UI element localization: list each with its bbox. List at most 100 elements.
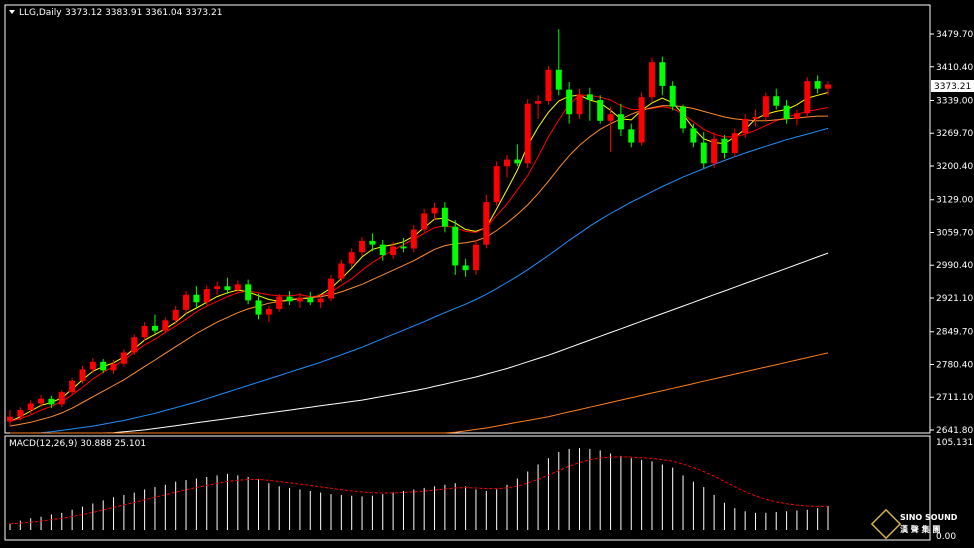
price-tick-label: 3269.70 (936, 129, 973, 139)
candle (431, 203, 438, 221)
price-tick-label: 3129.00 (936, 196, 973, 206)
macd-legend: MACD(12,26,9) 30.888 25.101 (9, 439, 146, 449)
candle-body (617, 114, 624, 130)
candle (255, 293, 262, 320)
candle-body (348, 252, 355, 264)
candle (773, 88, 780, 110)
candle (7, 410, 13, 427)
brand-watermark: SINO SOUND 漢 聲 集 團 (870, 508, 958, 540)
candle (79, 365, 86, 384)
candle-body (359, 240, 366, 253)
candle (296, 292, 303, 308)
ma10-line (9, 94, 829, 422)
candle (576, 88, 583, 119)
candle-body (141, 325, 148, 338)
candle (38, 394, 45, 408)
candle-body (680, 106, 687, 129)
candle-body (628, 129, 635, 143)
candle (400, 238, 407, 253)
moving-average-lines (9, 92, 829, 434)
candle-body (58, 392, 65, 405)
collapse-triangle-icon[interactable] (9, 10, 15, 14)
candle (224, 277, 231, 294)
price-tick-label: 2921.10 (936, 294, 973, 304)
candle-body (110, 363, 117, 371)
price-tick-label: 3059.70 (936, 228, 973, 238)
candle (628, 123, 635, 148)
candle (793, 109, 800, 126)
candle (825, 81, 831, 96)
candle-body (338, 263, 345, 279)
candle-body (659, 62, 666, 86)
candle (700, 132, 707, 169)
candle-body (89, 361, 96, 370)
candle-body (7, 416, 13, 422)
candle (680, 104, 687, 134)
candle (265, 306, 272, 323)
price-tick-label: 2849.70 (936, 328, 973, 338)
candle-body (390, 246, 397, 256)
candle-body (493, 166, 500, 203)
candle (151, 314, 158, 334)
candle-body (379, 244, 386, 256)
macd-bottom-tick: 0.00 (936, 532, 956, 542)
candle-body (669, 85, 676, 107)
candle-body (400, 246, 407, 249)
candle-body (203, 289, 210, 303)
candle (48, 395, 55, 409)
candle-body (17, 410, 24, 417)
candle-body (638, 97, 645, 143)
candle (286, 290, 293, 306)
candle (690, 123, 697, 148)
last-price-marker: 3373.21 (931, 80, 974, 92)
price-tick-label: 2711.10 (936, 393, 973, 403)
candle-body (762, 96, 769, 118)
candle-body (535, 100, 542, 104)
candle-body (327, 278, 334, 299)
candle (193, 286, 200, 308)
ma250-line (10, 352, 829, 434)
candle-body (711, 138, 718, 164)
candle (410, 224, 417, 253)
candle (131, 334, 138, 356)
candle-body (79, 369, 86, 381)
candle-body (721, 138, 728, 153)
candle-body (48, 398, 55, 405)
candle-body (410, 229, 417, 249)
macd-signal-line (9, 456, 829, 525)
candle-body (193, 294, 200, 303)
price-tick-label: 3339.00 (936, 96, 973, 106)
brand-logo-icon (870, 508, 902, 540)
candle-body (369, 240, 376, 245)
candle (783, 100, 790, 124)
candle-body (504, 159, 511, 167)
candle-body (183, 294, 190, 310)
candle (17, 407, 24, 421)
candle-body (38, 398, 45, 404)
price-tick-label: 3410.40 (936, 63, 973, 73)
candle-body (597, 100, 604, 121)
candle (390, 241, 397, 259)
candle (58, 390, 65, 408)
candle-body (566, 89, 573, 115)
candle-body (524, 103, 531, 164)
candle-body (825, 84, 831, 89)
candle (379, 239, 386, 261)
candle-body (245, 284, 252, 301)
candle (162, 317, 169, 334)
candle (452, 220, 459, 275)
candle (348, 248, 355, 268)
candle (566, 82, 573, 124)
candle (327, 274, 334, 302)
candle-body (255, 300, 262, 315)
candle (120, 349, 127, 367)
ma120-line (10, 252, 829, 434)
candle-body (441, 207, 448, 227)
candle-body (607, 114, 614, 121)
ma20-line (9, 105, 828, 427)
candle (245, 279, 252, 305)
candle (369, 233, 376, 252)
candle-body (131, 337, 138, 353)
ma60-line (10, 127, 829, 434)
brand-subtitle: 漢 聲 集 團 (900, 524, 940, 534)
